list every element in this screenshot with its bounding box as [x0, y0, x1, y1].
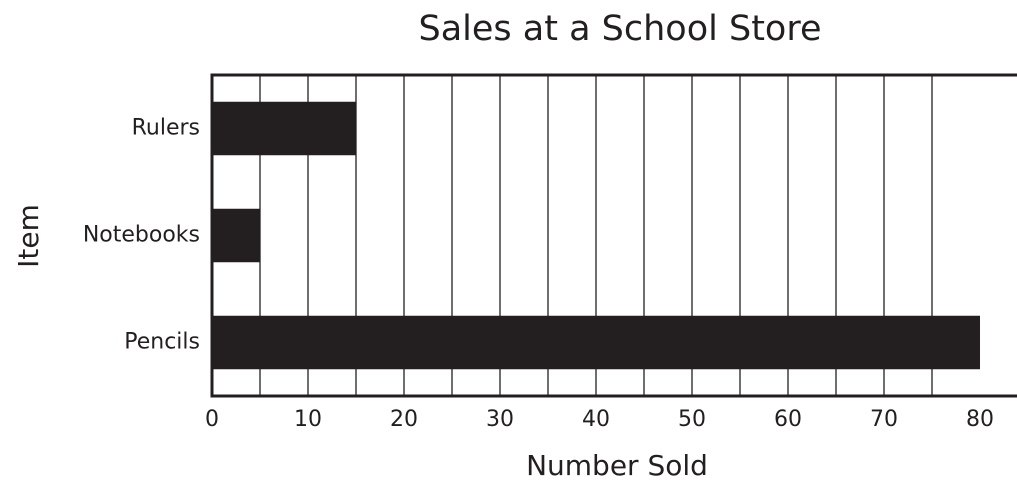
plot-frame	[210, 73, 1017, 398]
y-tick-label: Rulers	[132, 116, 200, 141]
y-axis-label: Item	[12, 204, 45, 268]
x-tick-label: 30	[486, 407, 514, 432]
chart-title: Sales at a School Store	[419, 9, 822, 49]
bar-rulers	[212, 101, 356, 156]
bar-notebooks	[212, 208, 260, 263]
x-tick-label: 50	[678, 407, 706, 432]
x-tick-label: 70	[870, 407, 898, 432]
x-tick-label: 0	[205, 407, 219, 432]
bars	[212, 101, 980, 370]
y-tick-label: Notebooks	[83, 223, 200, 248]
x-tick-labels: 0 10 20 30 40 50 60 70 80	[205, 407, 994, 432]
x-tick-label: 10	[294, 407, 322, 432]
x-tick-label: 20	[390, 407, 418, 432]
x-tick-label: 60	[774, 407, 802, 432]
x-tick-label: 80	[966, 407, 994, 432]
x-tick-label: 40	[582, 407, 610, 432]
x-axis-label: Number Sold	[526, 449, 708, 482]
y-tick-labels: Rulers Notebooks Pencils	[83, 116, 200, 355]
y-tick-label: Pencils	[124, 330, 200, 355]
bar-pencils	[212, 315, 980, 370]
